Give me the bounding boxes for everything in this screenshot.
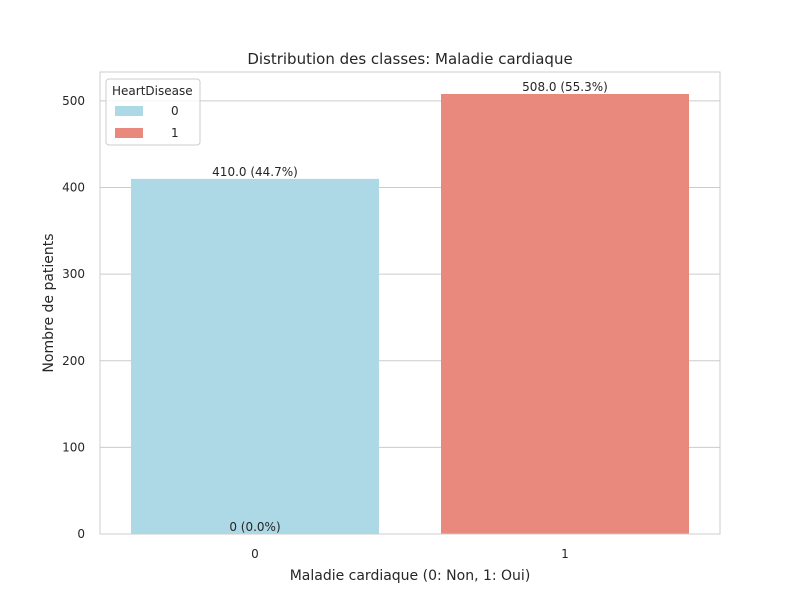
bars-layer — [131, 94, 689, 534]
legend: HeartDisease 0 1 — [105, 78, 201, 146]
data-label: 410.0 (44.7%) — [212, 165, 298, 179]
plot-frame — [99, 71, 721, 535]
legend-swatch-1 — [115, 128, 143, 138]
y-tick-label: 300 — [62, 267, 85, 281]
chart-title: Distribution des classes: Maladie cardia… — [247, 50, 572, 68]
bar-0-series-0 — [131, 178, 379, 534]
y-tick-label: 200 — [62, 354, 85, 368]
y-tick-label: 0 — [77, 527, 85, 541]
data-label: 0 (0.0%) — [229, 520, 280, 534]
y-tick-label: 500 — [62, 94, 85, 108]
x-axis-label: Maladie cardiaque (0: Non, 1: Oui) — [290, 568, 531, 584]
legend-entry-1: 1 — [171, 126, 179, 140]
bar-1-series-1 — [441, 94, 689, 534]
y-ticks: 0 100 200 300 400 500 — [62, 94, 85, 541]
data-label: 508.0 (55.3%) — [522, 80, 608, 94]
y-axis-label: Nombre de patients — [41, 233, 57, 372]
y-tick-label: 100 — [62, 440, 85, 454]
legend-entry-0: 0 — [171, 104, 179, 118]
legend-title: HeartDisease — [112, 84, 193, 98]
data-labels: 410.0 (44.7%) 508.0 (55.3%) 0 (0.0%) — [212, 80, 608, 534]
x-tick-label: 1 — [561, 547, 569, 561]
y-tick-label: 400 — [62, 181, 85, 195]
x-tick-label: 0 — [251, 547, 259, 561]
legend-swatch-0 — [115, 106, 143, 116]
